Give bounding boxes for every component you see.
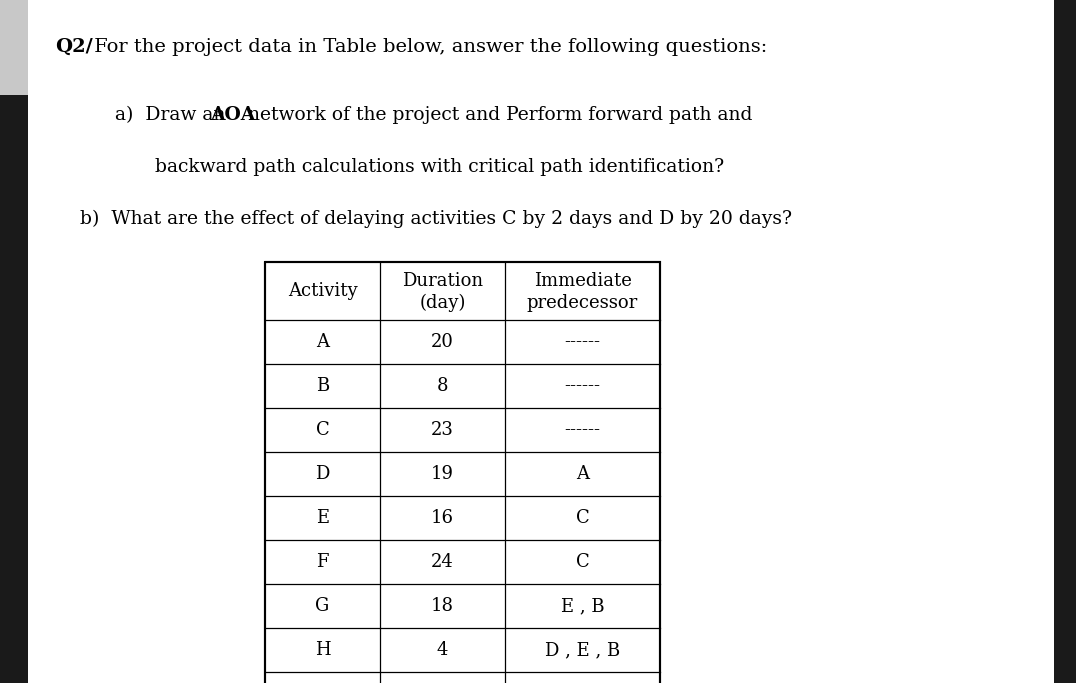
Text: G: G — [315, 597, 329, 615]
Text: b)  What are the effect of delaying activities C by 2 days and D by 20 days?: b) What are the effect of delaying activ… — [80, 210, 792, 228]
Text: 8: 8 — [437, 377, 449, 395]
Bar — [265, 262, 660, 683]
Text: ------: ------ — [565, 421, 600, 439]
Text: ------: ------ — [565, 377, 600, 395]
Text: For the project data in Table below, answer the following questions:: For the project data in Table below, ans… — [88, 38, 767, 56]
Text: D , E , B: D , E , B — [544, 641, 620, 659]
Text: 24: 24 — [431, 553, 454, 571]
Text: 4: 4 — [437, 641, 449, 659]
Bar — [265, 262, 660, 683]
Text: 23: 23 — [431, 421, 454, 439]
Text: E: E — [316, 509, 329, 527]
Text: ------: ------ — [565, 333, 600, 351]
Text: Q2/: Q2/ — [55, 38, 93, 56]
Text: backward path calculations with critical path identification?: backward path calculations with critical… — [155, 158, 724, 176]
Text: F: F — [316, 553, 329, 571]
Text: C: C — [315, 421, 329, 439]
Text: D: D — [315, 465, 329, 483]
Bar — [1054, 0, 1076, 683]
Bar — [0, 95, 28, 683]
Text: B: B — [316, 377, 329, 395]
Text: C: C — [576, 509, 590, 527]
Text: 20: 20 — [431, 333, 454, 351]
Text: Duration: Duration — [402, 272, 483, 290]
Text: a)  Draw an: a) Draw an — [115, 106, 231, 124]
Text: 18: 18 — [431, 597, 454, 615]
Text: A: A — [316, 333, 329, 351]
Text: network of the project and Perform forward path and: network of the project and Perform forwa… — [242, 106, 752, 124]
Text: E , B: E , B — [561, 597, 605, 615]
Text: predecessor: predecessor — [527, 294, 638, 312]
Text: AOA: AOA — [210, 106, 255, 124]
Text: Immediate: Immediate — [534, 272, 632, 290]
Text: 19: 19 — [431, 465, 454, 483]
Text: (day): (day) — [420, 294, 466, 312]
Text: 16: 16 — [431, 509, 454, 527]
Text: A: A — [576, 465, 589, 483]
Text: H: H — [314, 641, 330, 659]
Text: Activity: Activity — [287, 282, 357, 300]
Bar — [0, 0, 28, 95]
Text: C: C — [576, 553, 590, 571]
